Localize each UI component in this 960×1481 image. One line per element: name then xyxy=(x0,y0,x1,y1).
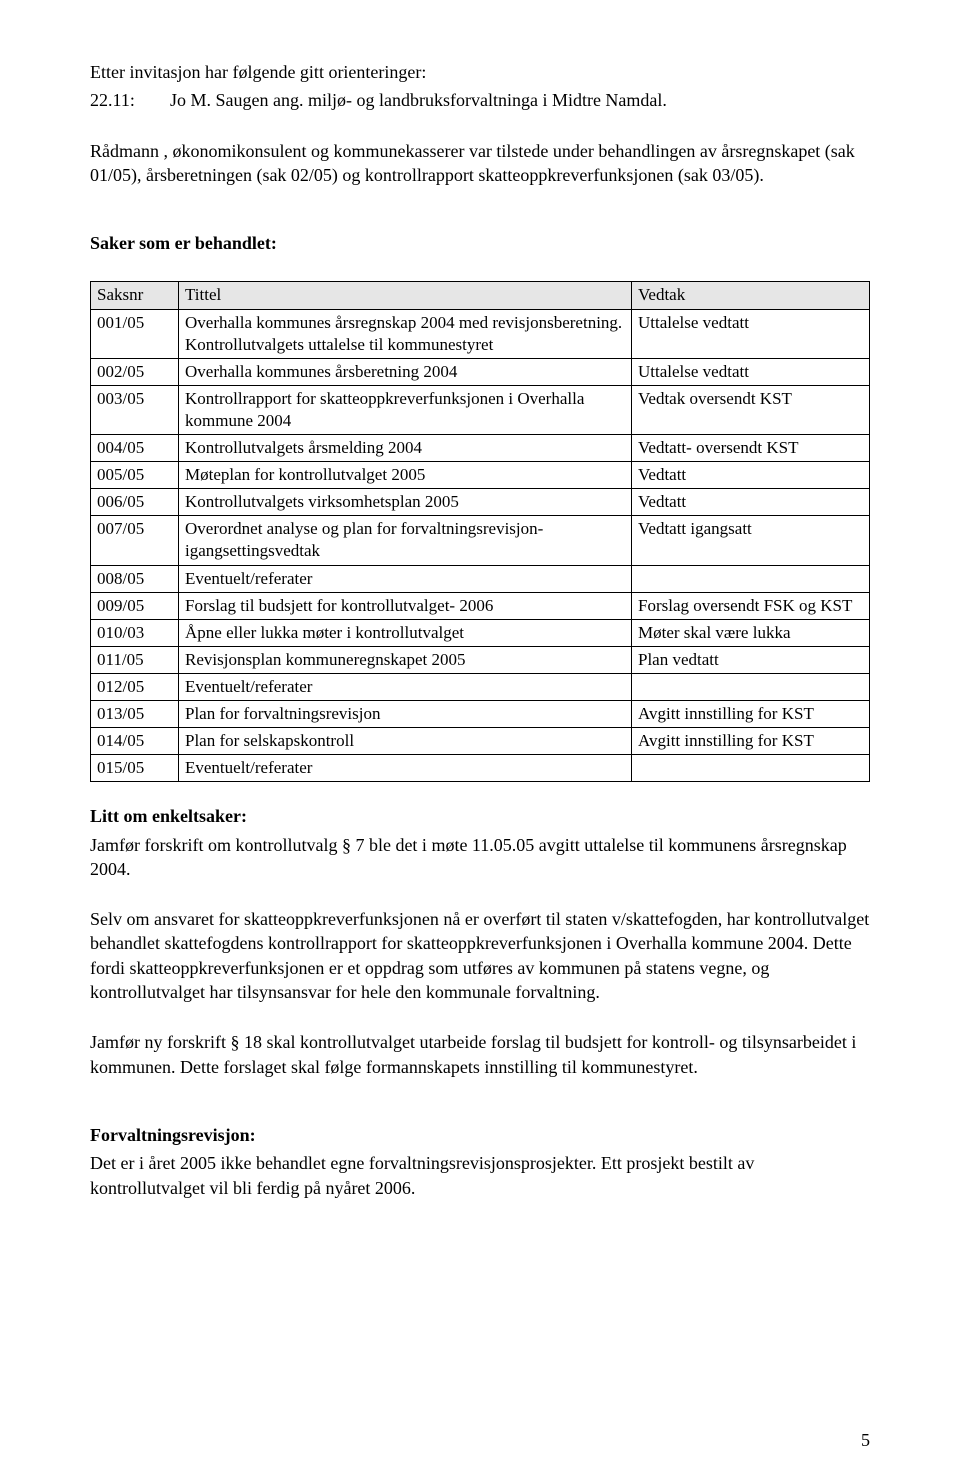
cell-saksnr: 010/03 xyxy=(91,619,179,646)
table-row: 005/05Møteplan for kontrollutvalget 2005… xyxy=(91,462,870,489)
intro-line: Etter invitasjon har følgende gitt orien… xyxy=(90,60,870,84)
cell-saksnr: 007/05 xyxy=(91,516,179,565)
forvaltning-heading: Forvaltningsrevisjon: xyxy=(90,1123,870,1147)
table-row: 014/05Plan for selskapskontrollAvgitt in… xyxy=(91,728,870,755)
cell-saksnr: 008/05 xyxy=(91,565,179,592)
cell-tittel: Overordnet analyse og plan for forvaltni… xyxy=(179,516,632,565)
cell-tittel: Plan for forvaltningsrevisjon xyxy=(179,700,632,727)
cell-tittel: Kontrollrapport for skatteoppkreverfunks… xyxy=(179,385,632,434)
table-row: 009/05Forslag til budsjett for kontrollu… xyxy=(91,592,870,619)
cell-vedtak: Uttalelse vedtatt xyxy=(632,358,870,385)
saker-table: Saksnr Tittel Vedtak 001/05Overhalla kom… xyxy=(90,281,870,782)
meeting-line: 22.11: Jo M. Saugen ang. miljø- og landb… xyxy=(90,88,870,112)
cell-tittel: Kontrollutvalgets årsmelding 2004 xyxy=(179,435,632,462)
cell-saksnr: 011/05 xyxy=(91,646,179,673)
table-row: 001/05Overhalla kommunes årsregnskap 200… xyxy=(91,309,870,358)
cell-saksnr: 004/05 xyxy=(91,435,179,462)
cell-tittel: Forslag til budsjett for kontrollutvalge… xyxy=(179,592,632,619)
meeting-text: Jo M. Saugen ang. miljø- og landbruksfor… xyxy=(170,88,667,112)
table-row: 004/05Kontrollutvalgets årsmelding 2004V… xyxy=(91,435,870,462)
forvaltning-paragraph: Det er i året 2005 ikke behandlet egne f… xyxy=(90,1151,870,1200)
table-row: 013/05Plan for forvaltningsrevisjonAvgit… xyxy=(91,700,870,727)
cell-saksnr: 014/05 xyxy=(91,728,179,755)
page-number: 5 xyxy=(861,1430,870,1451)
cell-tittel: Eventuelt/referater xyxy=(179,565,632,592)
cell-vedtak: Uttalelse vedtatt xyxy=(632,309,870,358)
cell-tittel: Overhalla kommunes årsregnskap 2004 med … xyxy=(179,309,632,358)
cell-vedtak xyxy=(632,755,870,782)
litt-heading: Litt om enkeltsaker: xyxy=(90,804,870,828)
cell-saksnr: 009/05 xyxy=(91,592,179,619)
saker-heading: Saker som er behandlet: xyxy=(90,231,870,255)
table-row: 008/05Eventuelt/referater xyxy=(91,565,870,592)
table-row: 011/05Revisjonsplan kommuneregnskapet 20… xyxy=(91,646,870,673)
cell-tittel: Kontrollutvalgets virksomhetsplan 2005 xyxy=(179,489,632,516)
cell-tittel: Overhalla kommunes årsberetning 2004 xyxy=(179,358,632,385)
table-row: 015/05Eventuelt/referater xyxy=(91,755,870,782)
cell-vedtak: Plan vedtatt xyxy=(632,646,870,673)
cell-saksnr: 006/05 xyxy=(91,489,179,516)
cell-vedtak: Vedtak oversendt KST xyxy=(632,385,870,434)
cell-saksnr: 002/05 xyxy=(91,358,179,385)
selvom-paragraph: Selv om ansvaret for skatteoppkreverfunk… xyxy=(90,907,870,1004)
jamfor-paragraph: Jamfør ny forskrift § 18 skal kontrollut… xyxy=(90,1030,870,1079)
cell-tittel: Revisjonsplan kommuneregnskapet 2005 xyxy=(179,646,632,673)
cell-vedtak: Avgitt innstilling for KST xyxy=(632,728,870,755)
cell-saksnr: 005/05 xyxy=(91,462,179,489)
meeting-date: 22.11: xyxy=(90,88,170,112)
cell-vedtak: Vedtatt xyxy=(632,489,870,516)
cell-vedtak xyxy=(632,673,870,700)
header-saksnr: Saksnr xyxy=(91,282,179,309)
table-row: 006/05Kontrollutvalgets virksomhetsplan … xyxy=(91,489,870,516)
cell-tittel: Eventuelt/referater xyxy=(179,755,632,782)
cell-tittel: Plan for selskapskontroll xyxy=(179,728,632,755)
cell-tittel: Åpne eller lukka møter i kontrollutvalge… xyxy=(179,619,632,646)
cell-saksnr: 003/05 xyxy=(91,385,179,434)
cell-saksnr: 013/05 xyxy=(91,700,179,727)
cell-vedtak: Møter skal være lukka xyxy=(632,619,870,646)
table-row: 010/03Åpne eller lukka møter i kontrollu… xyxy=(91,619,870,646)
cell-saksnr: 015/05 xyxy=(91,755,179,782)
table-row: 002/05Overhalla kommunes årsberetning 20… xyxy=(91,358,870,385)
cell-vedtak: Avgitt innstilling for KST xyxy=(632,700,870,727)
document-page: Etter invitasjon har følgende gitt orien… xyxy=(0,0,960,1481)
cell-vedtak: Vedtatt igangsatt xyxy=(632,516,870,565)
header-vedtak: Vedtak xyxy=(632,282,870,309)
table-row: 003/05Kontrollrapport for skatteoppkreve… xyxy=(91,385,870,434)
cell-tittel: Møteplan for kontrollutvalget 2005 xyxy=(179,462,632,489)
litt-paragraph: Jamfør forskrift om kontrollutvalg § 7 b… xyxy=(90,833,870,882)
header-tittel: Tittel xyxy=(179,282,632,309)
cell-tittel: Eventuelt/referater xyxy=(179,673,632,700)
cell-vedtak: Forslag oversendt FSK og KST xyxy=(632,592,870,619)
table-row: 007/05Overordnet analyse og plan for for… xyxy=(91,516,870,565)
radmann-paragraph: Rådmann , økonomikonsulent og kommunekas… xyxy=(90,139,870,188)
cell-vedtak: Vedtatt xyxy=(632,462,870,489)
cell-saksnr: 012/05 xyxy=(91,673,179,700)
table-header-row: Saksnr Tittel Vedtak xyxy=(91,282,870,309)
table-row: 012/05Eventuelt/referater xyxy=(91,673,870,700)
cell-saksnr: 001/05 xyxy=(91,309,179,358)
cell-vedtak: Vedtatt- oversendt KST xyxy=(632,435,870,462)
cell-vedtak xyxy=(632,565,870,592)
